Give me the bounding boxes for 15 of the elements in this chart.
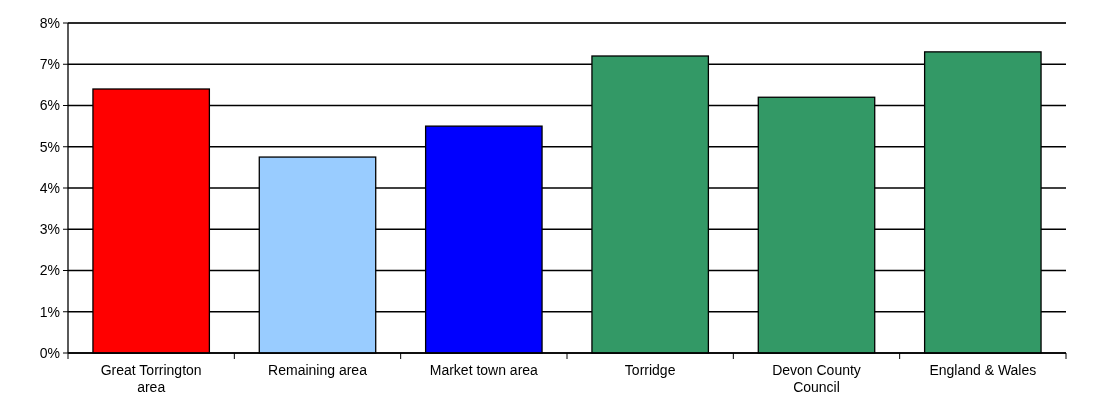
y-tick-label: 6% — [39, 97, 60, 114]
y-tick-label: 3% — [39, 221, 60, 238]
y-tick-label: 5% — [39, 138, 60, 155]
x-tick-label: Great Torrington area — [100, 362, 202, 395]
x-tick-label: Remaining area — [268, 362, 368, 378]
x-tick-label: England & Wales — [929, 362, 1037, 378]
y-tick-label: 0% — [39, 344, 60, 361]
x-tick-label: Market town area — [429, 362, 539, 378]
y-tick-label: 1% — [39, 303, 60, 320]
x-tick-label: Torridge — [624, 362, 676, 378]
x-tick-label: Devon County Council — [772, 362, 861, 395]
y-tick-label: 4% — [39, 179, 60, 196]
y-tick-label: 7% — [39, 56, 60, 73]
y-tick-label: 8% — [39, 14, 60, 31]
y-tick-label: 2% — [39, 262, 60, 279]
